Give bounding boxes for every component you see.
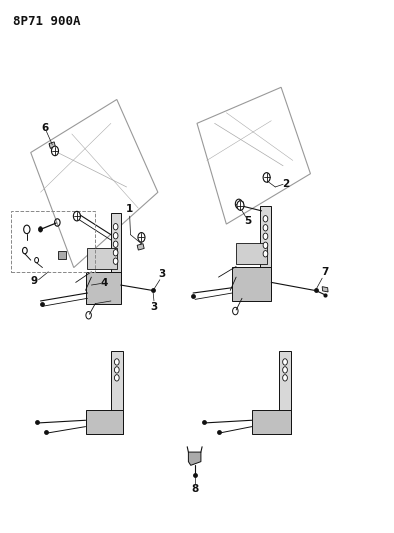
Polygon shape xyxy=(322,287,328,292)
Text: 9: 9 xyxy=(30,276,37,286)
Circle shape xyxy=(263,251,268,257)
Text: 3: 3 xyxy=(158,270,165,279)
Polygon shape xyxy=(85,410,123,433)
Polygon shape xyxy=(260,206,271,296)
Circle shape xyxy=(113,241,118,247)
Circle shape xyxy=(113,258,118,264)
Circle shape xyxy=(138,232,145,242)
Text: 7: 7 xyxy=(321,267,328,277)
Circle shape xyxy=(114,375,119,381)
Circle shape xyxy=(263,224,268,231)
Polygon shape xyxy=(85,272,121,304)
Circle shape xyxy=(113,249,118,256)
Polygon shape xyxy=(252,410,291,433)
Polygon shape xyxy=(137,244,144,250)
Circle shape xyxy=(263,173,270,182)
Circle shape xyxy=(282,359,287,365)
Polygon shape xyxy=(111,214,121,298)
Text: 8: 8 xyxy=(191,484,198,494)
Polygon shape xyxy=(237,202,244,208)
Polygon shape xyxy=(232,266,271,301)
Circle shape xyxy=(237,201,244,211)
Circle shape xyxy=(282,375,287,381)
Polygon shape xyxy=(87,248,117,269)
Circle shape xyxy=(113,223,118,230)
Polygon shape xyxy=(111,351,123,433)
Polygon shape xyxy=(264,174,270,181)
Polygon shape xyxy=(188,452,201,465)
Circle shape xyxy=(113,232,118,239)
Text: 5: 5 xyxy=(244,216,251,227)
Circle shape xyxy=(114,367,119,373)
Circle shape xyxy=(263,233,268,239)
Circle shape xyxy=(282,367,287,373)
Text: 8P71 900A: 8P71 900A xyxy=(13,14,81,28)
Bar xyxy=(58,251,66,259)
Circle shape xyxy=(73,212,80,221)
Circle shape xyxy=(263,242,268,248)
Circle shape xyxy=(114,359,119,365)
Text: 3: 3 xyxy=(151,302,158,312)
Circle shape xyxy=(39,227,43,232)
Circle shape xyxy=(263,216,268,222)
Text: 1: 1 xyxy=(126,204,133,214)
Text: 4: 4 xyxy=(101,278,108,288)
Polygon shape xyxy=(236,243,268,264)
Text: 2: 2 xyxy=(282,179,290,189)
Text: 6: 6 xyxy=(42,123,49,133)
Polygon shape xyxy=(49,142,56,148)
Circle shape xyxy=(52,146,58,156)
Circle shape xyxy=(235,199,242,209)
Polygon shape xyxy=(279,351,291,433)
